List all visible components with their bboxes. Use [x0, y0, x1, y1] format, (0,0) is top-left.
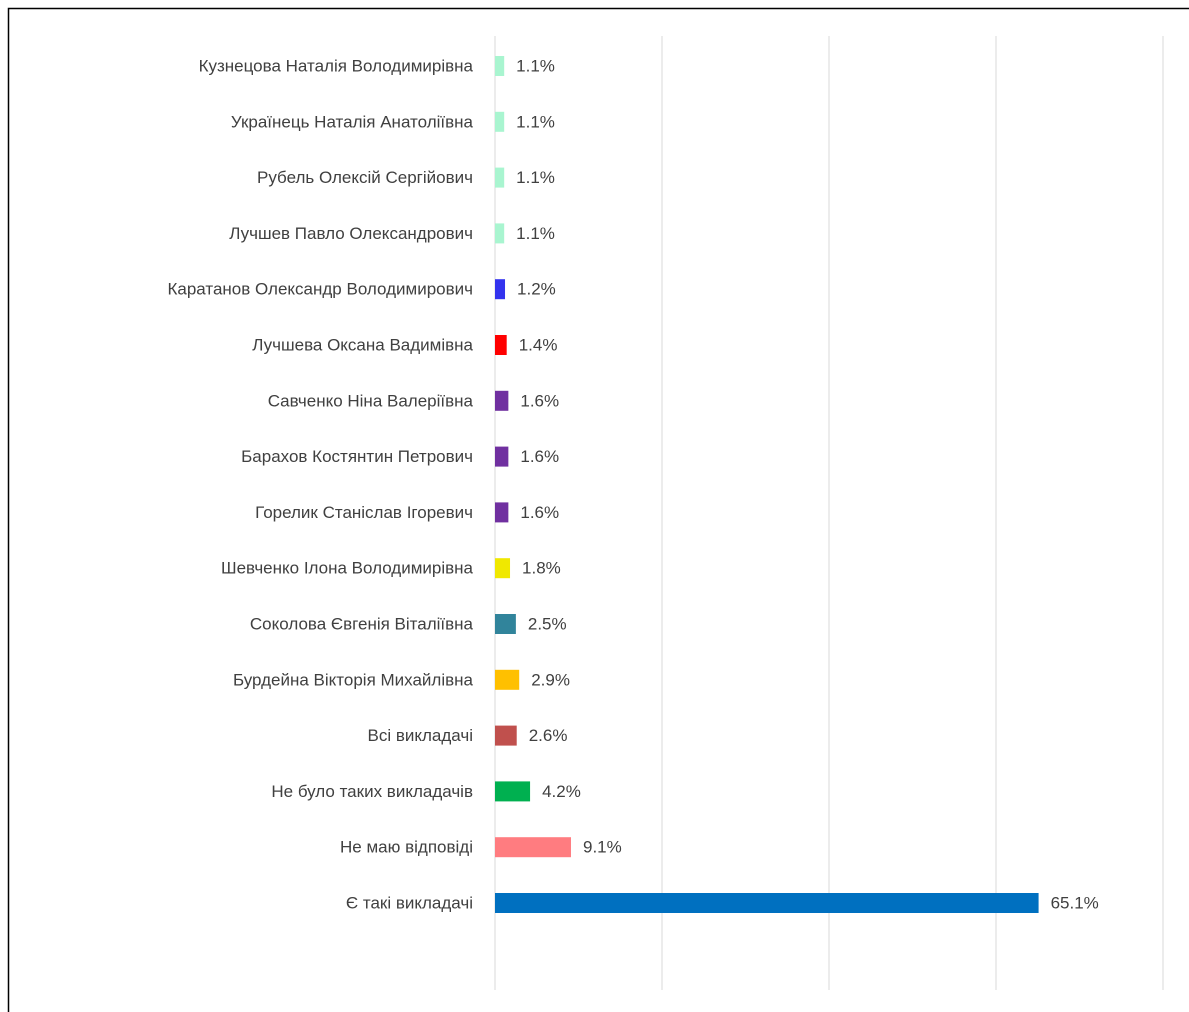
value-label: 9.1% [583, 838, 622, 857]
value-label: 2.9% [531, 670, 570, 689]
bar [495, 390, 509, 411]
category-label: Не було таких викладачів [271, 782, 473, 801]
bar [495, 56, 505, 76]
bar [495, 893, 1039, 913]
category-label: Бурдейна Вікторія Михайлівна [233, 670, 474, 689]
category-label: Рубель Олексій Сергійович [257, 168, 473, 187]
bar [495, 669, 520, 690]
category-label: Не маю відповіді [340, 838, 473, 857]
category-label: Горелик Станіслав Ігоревич [255, 503, 473, 522]
category-label: Каратанов Олександр Володимирович [167, 280, 473, 299]
value-label: 2.6% [529, 726, 568, 745]
chart-border [7, 7, 1189, 1012]
value-label: 1.8% [522, 559, 561, 578]
value-label: 4.2% [542, 782, 581, 801]
bar [495, 614, 516, 634]
bar [495, 167, 505, 188]
category-label: Є такі викладачі [346, 893, 473, 912]
bar [495, 781, 531, 802]
bar [495, 558, 511, 579]
bar [495, 223, 505, 244]
value-label: 1.6% [520, 503, 559, 522]
category-label: Шевченко Ілона Володимирівна [221, 559, 474, 578]
bar [495, 725, 517, 746]
value-label: 1.1% [516, 224, 555, 243]
category-label: Барахов Костянтин Петрович [241, 447, 473, 466]
category-label: Лучшев Павло Олександрович [229, 224, 473, 243]
category-label: Кузнецова Наталія Володимирівна [199, 56, 474, 75]
value-label: 2.5% [528, 614, 567, 633]
value-label: 65.1% [1051, 893, 1099, 912]
bar [495, 335, 507, 355]
category-label: Лучшева Оксана Вадимівна [252, 335, 473, 354]
bar [495, 837, 571, 858]
value-label: 1.6% [520, 391, 559, 410]
category-label: Всі викладачі [367, 726, 473, 745]
category-label: Соколова Євгенія Віталіївна [250, 614, 474, 633]
bar [495, 111, 505, 132]
bar [495, 279, 506, 300]
value-label: 1.4% [519, 335, 558, 354]
bar [495, 446, 509, 467]
category-label: Українець Наталія Анатоліївна [231, 112, 474, 131]
value-label: 1.1% [516, 112, 555, 131]
value-label: 1.1% [516, 56, 555, 75]
value-label: 1.1% [516, 168, 555, 187]
category-label: Савченко Ніна Валеріївна [268, 391, 474, 410]
value-label: 1.2% [517, 280, 556, 299]
value-label: 1.6% [520, 447, 559, 466]
bar [495, 502, 509, 523]
